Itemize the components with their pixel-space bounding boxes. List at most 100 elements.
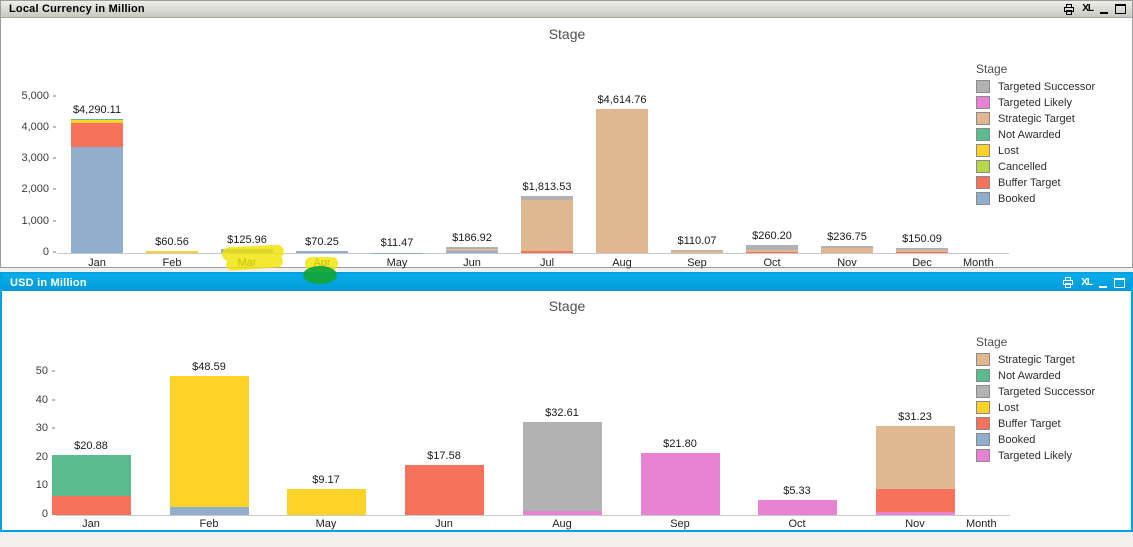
month-label-nov[interactable]: Nov: [905, 518, 925, 530]
maximize-icon[interactable]: [1114, 277, 1125, 288]
bar-segment-booked[interactable]: [296, 250, 348, 253]
bar-segment-strategic-target[interactable]: [446, 248, 498, 252]
minimize-icon[interactable]: [1100, 4, 1108, 14]
bar-jan[interactable]: [51, 455, 131, 515]
maximize-icon[interactable]: [1115, 4, 1126, 14]
month-label-aug[interactable]: Aug: [552, 518, 572, 530]
bar-segment-strategic-target[interactable]: [596, 108, 648, 253]
month-label-oct[interactable]: Oct: [763, 257, 781, 269]
bar-segment-targeted-likely[interactable]: [875, 512, 955, 515]
bar-dec[interactable]: [896, 248, 948, 253]
bar-nov[interactable]: [821, 245, 873, 253]
caption-bar-usd[interactable]: USD in Million XL: [2, 274, 1131, 291]
excel-export-icon[interactable]: XL: [1081, 276, 1093, 288]
bar-segment-strategic-target[interactable]: [746, 250, 798, 253]
bar-sep[interactable]: [671, 249, 723, 253]
legend-item-targeted-likely[interactable]: Targeted Likely: [976, 95, 1095, 110]
bar-segment-buffer-target[interactable]: [71, 122, 123, 147]
bar-segment-booked[interactable]: [71, 146, 123, 253]
legend-item-targeted-successor[interactable]: Targeted Successor: [976, 384, 1095, 399]
bar-segment-not-awarded[interactable]: [71, 118, 123, 120]
bar-segment-booked[interactable]: [169, 506, 249, 515]
bar-oct[interactable]: [757, 499, 837, 515]
minimize-icon[interactable]: [1099, 278, 1107, 288]
bar-segment-targeted-successor[interactable]: [671, 249, 723, 251]
bar-jul[interactable]: [521, 196, 573, 253]
month-label-jun[interactable]: Jun: [435, 518, 453, 530]
caption-bar-local-currency[interactable]: Local Currency in Million XL: [1, 1, 1132, 18]
legend-item-booked[interactable]: Booked: [976, 432, 1095, 447]
bar-segment-not-awarded[interactable]: [51, 455, 131, 497]
legend-item-strategic-target[interactable]: Strategic Target: [976, 352, 1095, 367]
bar-oct[interactable]: [746, 244, 798, 253]
bar-segment-booked[interactable]: [221, 249, 273, 253]
month-label-jan[interactable]: Jan: [82, 518, 100, 530]
bar-segment-booked[interactable]: [371, 252, 423, 253]
bar-segment-targeted-successor[interactable]: [821, 245, 873, 248]
bar-segment-targeted-successor[interactable]: [896, 248, 948, 251]
legend-item-targeted-likely[interactable]: Targeted Likely: [976, 448, 1095, 463]
month-label-nov[interactable]: Nov: [837, 257, 857, 269]
bar-jun[interactable]: [404, 464, 484, 515]
bar-sep[interactable]: [640, 452, 720, 515]
bar-segment-strategic-target[interactable]: [521, 199, 573, 252]
bar-segment-lost[interactable]: [71, 119, 123, 123]
month-label-jul[interactable]: Jul: [539, 257, 555, 269]
bar-apr[interactable]: [296, 250, 348, 253]
bar-jun[interactable]: [446, 247, 498, 253]
bar-segment-buffer-target[interactable]: [896, 252, 948, 253]
month-label-feb[interactable]: Feb: [199, 518, 219, 530]
bar-segment-buffer-target[interactable]: [746, 252, 798, 253]
print-icon[interactable]: [1062, 277, 1074, 288]
bar-segment-strategic-target[interactable]: [671, 250, 723, 253]
legend-item-cancelled[interactable]: Cancelled: [976, 159, 1095, 174]
bar-segment-booked[interactable]: [446, 251, 498, 253]
month-label-sep[interactable]: Sep: [670, 518, 690, 530]
bar-segment-targeted-likely[interactable]: [757, 499, 837, 515]
excel-export-icon[interactable]: XL: [1082, 3, 1094, 14]
bar-segment-targeted-successor[interactable]: [521, 196, 573, 200]
bar-mar[interactable]: [221, 249, 273, 253]
bar-aug[interactable]: [522, 421, 602, 515]
month-label-dec[interactable]: Dec: [912, 257, 932, 269]
month-label-may[interactable]: May: [386, 257, 408, 269]
legend-item-lost[interactable]: Lost: [976, 400, 1095, 415]
bar-segment-lost[interactable]: [286, 488, 366, 515]
month-label-mar[interactable]: Mar: [237, 257, 257, 269]
bar-segment-strategic-target[interactable]: [875, 425, 955, 490]
bar-segment-targeted-likely[interactable]: [640, 452, 720, 515]
bar-segment-buffer-target[interactable]: [521, 251, 573, 253]
bar-aug[interactable]: [596, 108, 648, 253]
print-icon[interactable]: [1063, 3, 1075, 15]
bar-jan[interactable]: [71, 118, 123, 253]
month-label-jun[interactable]: Jun: [463, 257, 481, 269]
legend-item-buffer-target[interactable]: Buffer Target: [976, 416, 1095, 431]
bar-segment-targeted-successor[interactable]: [522, 421, 602, 511]
bar-segment-buffer-target[interactable]: [404, 464, 484, 515]
bar-segment-targeted-likely[interactable]: [522, 510, 602, 515]
legend-item-buffer-target[interactable]: Buffer Target: [976, 175, 1095, 190]
bar-segment-lost[interactable]: [146, 251, 198, 253]
bar-feb[interactable]: [146, 251, 198, 253]
legend-item-targeted-successor[interactable]: Targeted Successor: [976, 79, 1095, 94]
legend-item-booked[interactable]: Booked: [976, 191, 1095, 206]
bar-segment-strategic-target[interactable]: [821, 247, 873, 253]
legend-item-not-awarded[interactable]: Not Awarded: [976, 368, 1095, 383]
bar-segment-strategic-target[interactable]: [896, 250, 948, 253]
bar-segment-targeted-successor[interactable]: [746, 244, 798, 251]
bar-segment-buffer-target[interactable]: [51, 496, 131, 515]
month-label-oct[interactable]: Oct: [788, 518, 806, 530]
legend-item-strategic-target[interactable]: Strategic Target: [976, 111, 1095, 126]
bar-may[interactable]: [371, 252, 423, 253]
bar-segment-targeted-successor[interactable]: [446, 247, 498, 249]
bar-may[interactable]: [286, 488, 366, 515]
legend-item-lost[interactable]: Lost: [976, 143, 1095, 158]
month-label-apr[interactable]: Apr: [313, 257, 331, 269]
month-label-aug[interactable]: Aug: [612, 257, 632, 269]
bar-feb[interactable]: [169, 376, 249, 515]
bar-nov[interactable]: [875, 425, 955, 515]
month-label-may[interactable]: May: [315, 518, 337, 530]
bar-segment-lost[interactable]: [169, 376, 249, 507]
month-label-jan[interactable]: Jan: [88, 257, 106, 269]
month-label-sep[interactable]: Sep: [687, 257, 707, 269]
